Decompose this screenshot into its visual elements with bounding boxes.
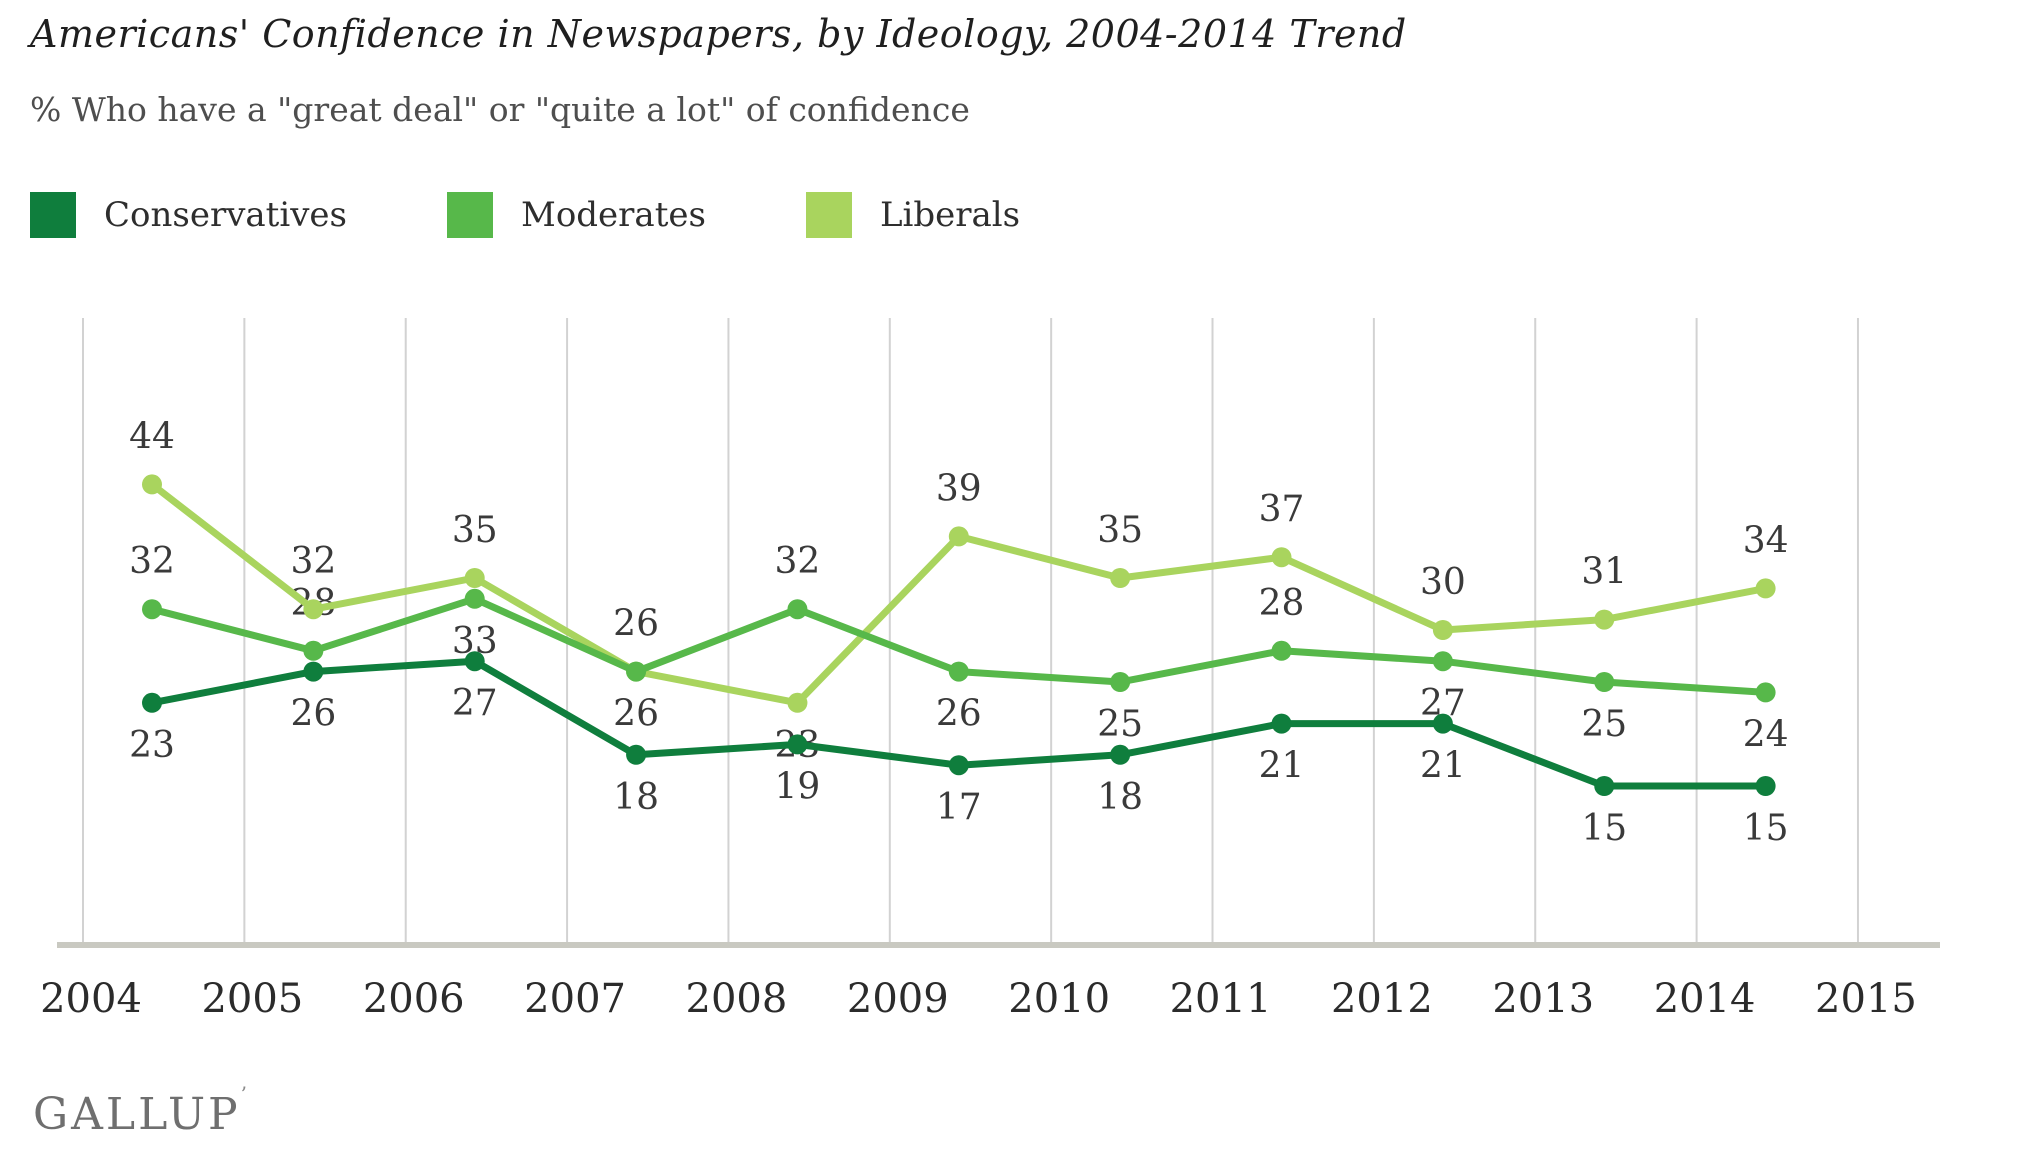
data-point-moderates-2014 — [1755, 682, 1776, 703]
value-label-moderates-2007: 26 — [613, 604, 659, 645]
data-point-moderates-2013 — [1594, 672, 1615, 692]
data-point-moderates-2009 — [948, 661, 969, 682]
value-label-conservatives-2010: 18 — [1097, 777, 1143, 818]
year-label-2010: 2010 — [1008, 976, 1110, 1022]
value-label-conservatives-2007: 18 — [613, 777, 659, 818]
value-label-moderates-2008: 32 — [775, 541, 821, 582]
data-point-liberals-2010 — [1110, 568, 1131, 588]
moderates-swatch — [447, 192, 493, 238]
data-point-moderates-2005 — [303, 640, 324, 661]
value-label-conservatives-2006: 27 — [452, 683, 498, 724]
data-point-conservatives-2012 — [1432, 713, 1453, 734]
year-label-2006: 2006 — [363, 976, 465, 1022]
year-label-2009: 2009 — [847, 976, 949, 1022]
value-label-conservatives-2009: 17 — [936, 787, 982, 828]
data-point-conservatives-2004 — [142, 692, 162, 713]
value-label-liberals-2009: 39 — [936, 468, 982, 509]
year-label-2013: 2013 — [1492, 976, 1594, 1022]
legend-label-moderates: Moderates — [521, 195, 706, 235]
data-point-conservatives-2010 — [1110, 744, 1131, 765]
year-label-2004: 2004 — [40, 976, 142, 1022]
value-label-liberals-2005: 32 — [290, 541, 336, 582]
year-label-2012: 2012 — [1331, 976, 1433, 1022]
value-label-conservatives-2004: 23 — [129, 725, 175, 766]
data-point-liberals-2006 — [464, 568, 485, 588]
year-label-2005: 2005 — [201, 976, 303, 1022]
data-point-moderates-2011 — [1271, 640, 1292, 661]
data-point-liberals-2005 — [303, 599, 324, 620]
data-point-conservatives-2005 — [303, 661, 324, 682]
value-label-conservatives-2014: 15 — [1743, 808, 1789, 849]
liberals-swatch — [805, 192, 852, 238]
value-label-conservatives-2012: 21 — [1420, 746, 1466, 787]
gallup-logo: GALLUP’ — [33, 1082, 248, 1140]
legend-label-conservatives: Conservatives — [104, 195, 347, 235]
data-point-liberals-2009 — [948, 526, 969, 547]
conservatives-swatch — [30, 192, 76, 238]
value-label-liberals-2011: 37 — [1259, 489, 1305, 530]
data-point-liberals-2011 — [1271, 547, 1292, 568]
legend-item-moderates: Moderates — [447, 192, 706, 238]
value-label-conservatives-2005: 26 — [290, 694, 336, 735]
chart-title: Americans' Confidence in Newspapers, by … — [30, 12, 1407, 56]
legend-label-liberals: Liberals — [879, 195, 1021, 235]
gridlines — [82, 318, 1859, 942]
data-point-moderates-2008 — [787, 599, 808, 620]
data-point-conservatives-2013 — [1594, 776, 1615, 796]
value-label-moderates-2014: 24 — [1743, 714, 1789, 755]
legend-item-conservatives: Conservatives — [30, 192, 347, 238]
data-point-moderates-2004 — [142, 599, 162, 620]
year-label-2015: 2015 — [1815, 976, 1917, 1022]
value-label-liberals-2006: 35 — [452, 510, 498, 551]
trademark-mark: ’ — [240, 1082, 248, 1106]
value-label-liberals-2010: 35 — [1097, 510, 1143, 551]
value-label-conservatives-2008: 19 — [775, 766, 821, 807]
value-label-moderates-2004: 32 — [129, 541, 175, 582]
data-point-liberals-2004 — [142, 474, 162, 495]
data-point-conservatives-2009 — [948, 755, 969, 776]
legend-item-liberals: Liberals — [805, 192, 1021, 238]
data-point-moderates-2012 — [1432, 651, 1453, 672]
value-label-moderates-2010: 25 — [1097, 704, 1143, 745]
year-label-2007: 2007 — [524, 976, 626, 1022]
data-point-liberals-2013 — [1594, 609, 1615, 630]
chart-subtitle: % Who have a "great deal" or "quite a lo… — [30, 90, 970, 129]
data-point-conservatives-2008 — [787, 734, 808, 755]
data-point-conservatives-2006 — [464, 651, 485, 672]
data-point-conservatives-2014 — [1755, 776, 1776, 796]
value-label-conservatives-2013: 15 — [1581, 808, 1627, 849]
legend: Conservatives Moderates Liberals — [30, 192, 1020, 238]
value-label-liberals-2013: 31 — [1581, 552, 1627, 593]
data-point-conservatives-2007 — [626, 744, 647, 765]
value-label-liberals-2014: 34 — [1743, 520, 1789, 561]
data-point-liberals-2012 — [1432, 620, 1453, 640]
value-label-moderates-2009: 26 — [936, 694, 982, 735]
data-point-moderates-2007 — [626, 661, 647, 682]
year-label-2008: 2008 — [686, 976, 788, 1022]
year-label-2011: 2011 — [1170, 976, 1272, 1022]
series-moderates — [142, 588, 1776, 703]
data-point-moderates-2010 — [1110, 672, 1131, 692]
value-label-liberals-2012: 30 — [1420, 562, 1466, 603]
data-point-moderates-2006 — [464, 588, 485, 609]
data-point-liberals-2008 — [787, 692, 808, 713]
series-conservatives — [142, 651, 1776, 796]
value-label-moderates-2013: 25 — [1581, 704, 1627, 745]
data-point-conservatives-2011 — [1271, 713, 1292, 734]
value-label-moderates-2011: 28 — [1259, 583, 1305, 624]
value-label-liberals-2007: 26 — [613, 694, 659, 735]
x-axis-labels: 2004 2005 2006 2007 2008 2009 2010 2011 2012 2013… — [40, 976, 1917, 1022]
value-label-conservatives-2011: 21 — [1259, 746, 1305, 787]
year-label-2014: 2014 — [1654, 976, 1756, 1022]
value-label-liberals-2004: 44 — [129, 416, 175, 457]
data-point-liberals-2014 — [1755, 578, 1776, 599]
